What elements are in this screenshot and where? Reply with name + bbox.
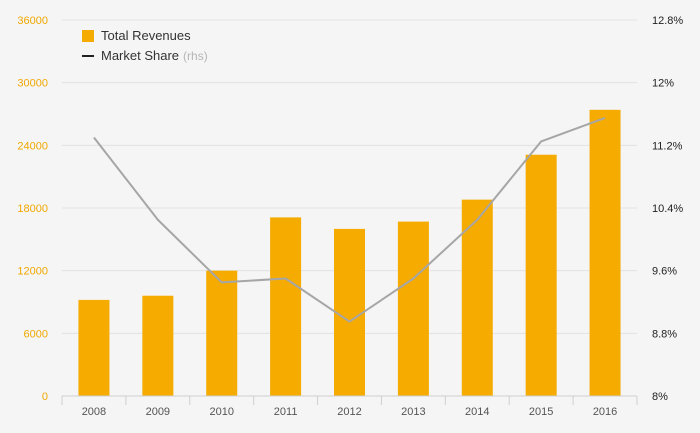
x-tick-label: 2009	[146, 406, 170, 418]
x-tick-label: 2011	[274, 406, 298, 418]
market-share-line	[93, 116, 606, 323]
legend-label-market-share: Market Share (rhs)	[101, 48, 208, 63]
y-left-tick-label: 36000	[17, 15, 48, 27]
bar	[334, 228, 365, 396]
bar	[589, 109, 621, 397]
x-tick-label: 2014	[465, 406, 489, 418]
axes: 0 8% 6000 8.8% 12000 9.6% 18000 10.4% 24000 11.2%…	[17, 15, 683, 418]
bar	[78, 299, 110, 396]
bar	[270, 217, 302, 396]
y-right-tick-label: 10.4%	[652, 203, 683, 215]
bar	[397, 221, 429, 396]
x-tick-label: 2013	[401, 406, 425, 418]
x-tick-label: 2012	[337, 406, 361, 418]
x-tick-label: 2008	[82, 406, 106, 418]
bar	[206, 270, 238, 396]
bar	[142, 295, 174, 396]
y-left-tick-label: 24000	[17, 140, 48, 152]
y-left-tick-label: 30000	[17, 78, 48, 90]
bar	[461, 199, 493, 396]
legend-label-total-revenues: Total Revenues	[101, 28, 191, 43]
line-series	[93, 116, 606, 323]
y-right-tick-label: 9.6%	[652, 266, 677, 278]
y-right-tick-label: 12.8%	[652, 15, 683, 27]
y-right-tick-label: 8%	[652, 391, 668, 403]
y-left-tick-label: 18000	[17, 203, 48, 215]
x-tick-label: 2010	[209, 406, 233, 418]
legend: Total Revenues Market Share (rhs)	[82, 28, 208, 63]
y-right-tick-label: 11.2%	[652, 140, 683, 152]
y-left-tick-label: 6000	[24, 328, 48, 340]
y-left-tick-label: 0	[42, 391, 48, 403]
bar	[525, 154, 557, 396]
y-left-tick-label: 12000	[17, 266, 48, 278]
legend-label-market-share-note: (rhs)	[183, 49, 208, 63]
y-right-tick-label: 12%	[652, 78, 674, 90]
bar-series	[78, 109, 621, 397]
y-right-tick-label: 8.8%	[652, 328, 677, 340]
x-tick-label: 2015	[529, 406, 553, 418]
legend-label-market-share-name: Market Share	[101, 48, 179, 63]
legend-swatch-total-revenues	[82, 30, 94, 42]
x-tick-label: 2016	[593, 406, 617, 418]
